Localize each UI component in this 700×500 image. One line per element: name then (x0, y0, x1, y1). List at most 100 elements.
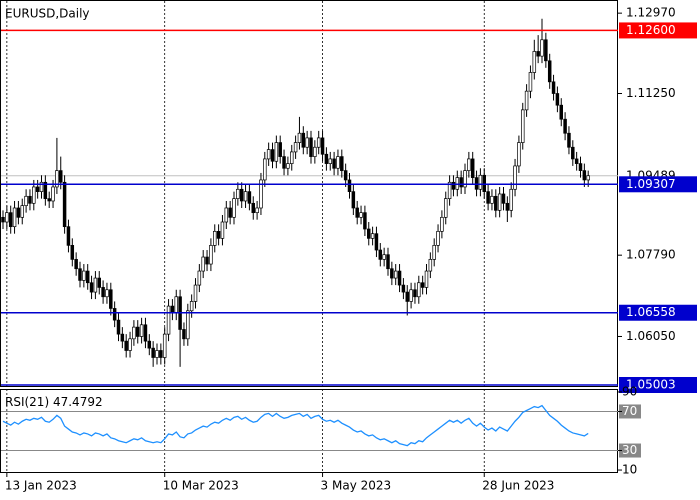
candle-body (35, 186, 40, 192)
candle-body (139, 324, 144, 337)
candle-body (316, 137, 321, 148)
candle-body (255, 207, 259, 214)
candle-body (463, 170, 467, 188)
candle-body (58, 170, 63, 183)
level-label-box (619, 22, 697, 39)
candle-body (162, 333, 167, 358)
candle-body (93, 277, 98, 293)
candle-body (451, 181, 456, 190)
candle-body (332, 158, 336, 169)
candle-body (16, 207, 21, 218)
candle-body (528, 72, 533, 92)
candle-body (536, 51, 540, 57)
rsi-y-tick-label: 10 (622, 463, 637, 477)
rsi-y-tick-label: 30 (622, 443, 637, 457)
candle-body (459, 177, 463, 188)
candle-body (236, 188, 240, 199)
candle-body (39, 181, 44, 192)
candle-body (278, 142, 282, 157)
candle-body (239, 188, 244, 202)
candle-body (393, 270, 398, 279)
rsi-panel (0, 389, 618, 473)
rsi-y-tick-label: 70 (622, 404, 637, 418)
candle-body (582, 170, 587, 181)
candle-body (159, 350, 163, 358)
candle-body (340, 156, 344, 171)
candle-body (490, 195, 494, 204)
candle-body (351, 191, 356, 209)
candle-body (378, 249, 383, 260)
candle-body (509, 188, 513, 211)
candle-body (301, 132, 306, 148)
candle-body (355, 207, 359, 218)
candle-body (224, 207, 229, 223)
candle-body (574, 158, 579, 164)
candle-body (62, 181, 67, 228)
candle-body (517, 142, 521, 167)
candle-body (586, 175, 590, 181)
candle-body (370, 233, 375, 239)
candle-body (497, 193, 502, 211)
y-tick-label: 1.11250 (626, 86, 676, 100)
candle-body (293, 142, 298, 153)
candle-body (85, 270, 90, 284)
candle-body (8, 212, 13, 228)
candle-body (363, 212, 367, 230)
candle-body (197, 270, 202, 286)
candle-body (563, 118, 567, 134)
rsi-tick-box (619, 404, 641, 419)
candle-body (216, 230, 221, 239)
candle-body (66, 226, 71, 246)
candle-body (1, 216, 5, 223)
candle-body (520, 109, 525, 143)
candle-body (282, 156, 286, 169)
candle-body (382, 254, 386, 260)
candle-body (182, 329, 186, 340)
candle-body (567, 132, 571, 148)
candle-body (532, 51, 537, 73)
candle-body (266, 149, 271, 160)
candle-body (547, 60, 552, 83)
candle-body (336, 156, 340, 169)
candle-body (428, 259, 433, 272)
candle-body (136, 326, 140, 337)
candle-body (397, 270, 402, 286)
level-label-box (619, 304, 697, 321)
candle-body (151, 347, 155, 358)
candle-body (189, 301, 194, 312)
level-label: 1.05003 (626, 378, 676, 392)
candle-body (524, 90, 529, 111)
candle-body (474, 177, 479, 190)
candle-body (51, 186, 55, 202)
candle-body (201, 256, 205, 272)
candle-body (571, 146, 575, 160)
candle-body (55, 170, 59, 188)
candle-body (232, 198, 236, 218)
candle-body (440, 216, 444, 232)
candle-body (186, 310, 190, 340)
candle-body (386, 254, 390, 270)
candle-body (555, 93, 560, 106)
main-panel (0, 0, 618, 387)
level-label: 1.06558 (626, 305, 676, 319)
candle-body (513, 165, 517, 190)
candle-body (501, 193, 506, 204)
candle-body (470, 158, 475, 178)
candle-body (409, 289, 413, 302)
rsi-last-value: 47.4792 (53, 395, 103, 409)
candle-body (155, 350, 159, 358)
candle-body (105, 289, 109, 298)
candle-body (313, 146, 317, 157)
x-tick-label: 10 Mar 2023 (163, 479, 239, 493)
candle-body (259, 179, 263, 209)
candle-body (420, 282, 425, 288)
candle-body (12, 207, 17, 228)
candle-body (324, 153, 329, 164)
candle-body (97, 277, 101, 288)
candle-body (347, 179, 352, 192)
candle-body (551, 81, 556, 94)
y-tick-label: 1.06050 (626, 329, 676, 343)
candle-body (486, 191, 490, 204)
candle-body (263, 158, 267, 181)
